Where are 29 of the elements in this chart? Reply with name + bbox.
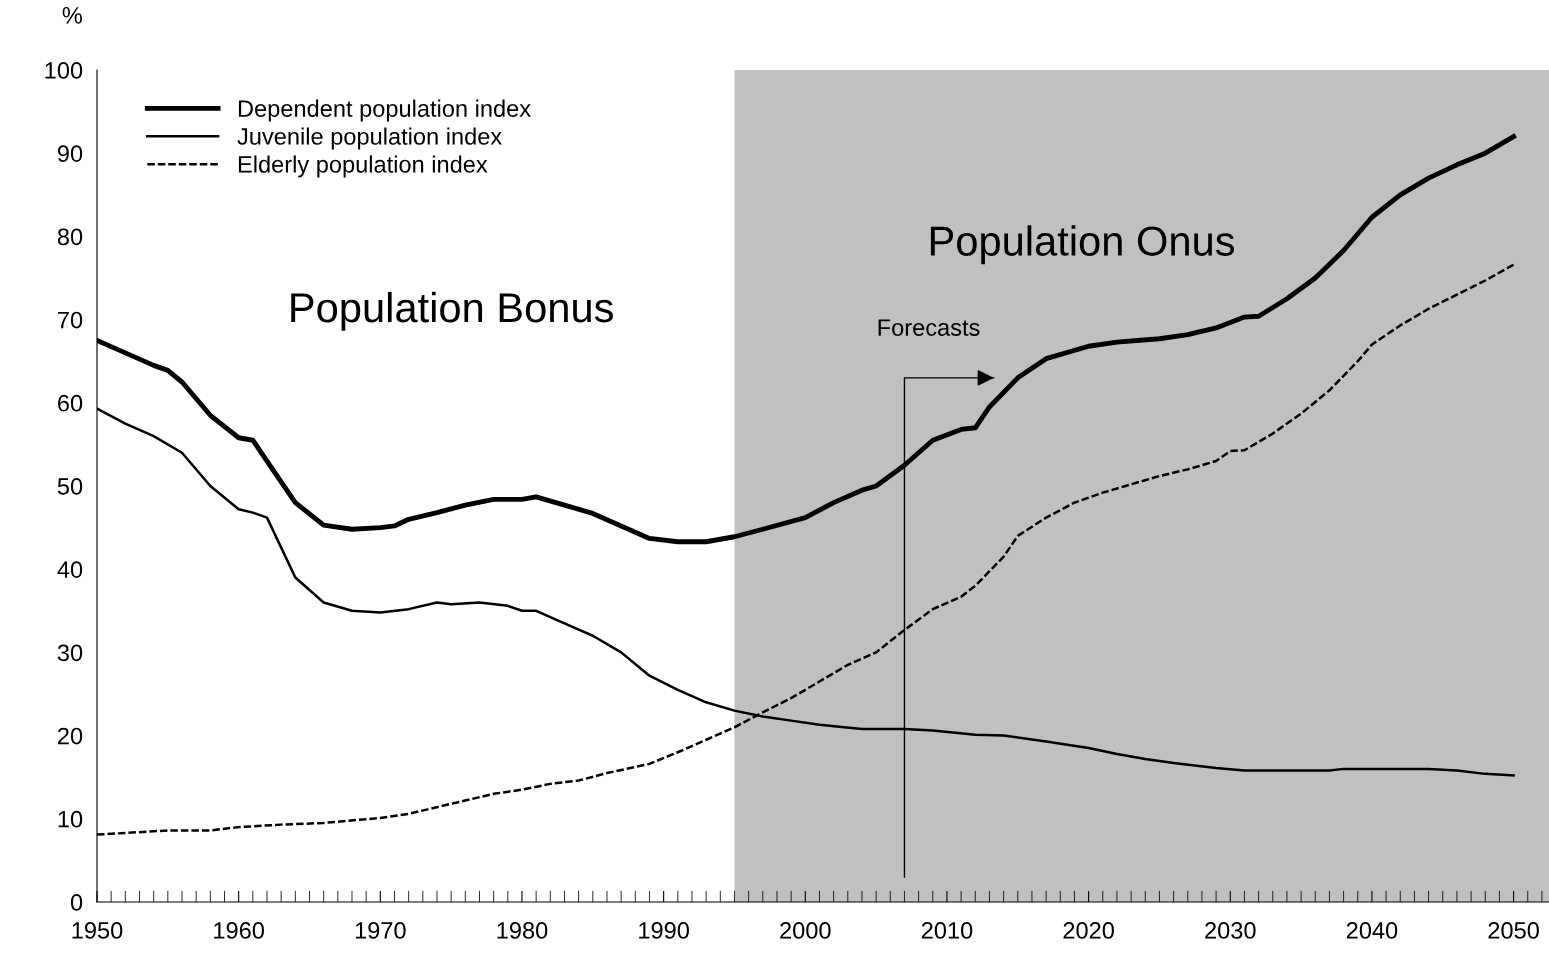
y-tick-label: 70 — [58, 311, 83, 329]
legend-label: Juvenile population index — [237, 127, 502, 150]
legend-label: Dependent population index — [238, 99, 531, 122]
x-tick-label: 2000 — [780, 922, 831, 939]
x-tick-label: 2020 — [1063, 922, 1114, 939]
y-tick-label: 50 — [57, 478, 83, 495]
annotation: Population Onus — [930, 225, 1235, 265]
y-tick-label: 60 — [58, 394, 83, 412]
x-tick-label: 2010 — [921, 922, 973, 939]
x-tick-label: 2050 — [1488, 922, 1539, 939]
y-tick-label: 80 — [57, 228, 83, 246]
x-tick-label: 1990 — [639, 922, 689, 939]
annotation: Population Bonus — [291, 291, 613, 331]
x-tick-label: 1960 — [214, 922, 264, 939]
y-tick-label: 30 — [57, 644, 83, 662]
x-tick-label: 1980 — [497, 922, 548, 939]
y-tick-label: 40 — [57, 561, 83, 578]
y-tick-label: 100 — [45, 62, 83, 79]
annotation: Forecasts — [878, 319, 980, 336]
y-tick-label: 0 — [70, 894, 83, 911]
legend-label: Elderly population index — [238, 155, 488, 178]
x-tick-label: 1950 — [72, 922, 123, 939]
y-tick-label: 10 — [58, 810, 83, 828]
y-tick-label: 90 — [57, 145, 83, 162]
y-axis-title: % — [62, 7, 82, 24]
x-tick-label: 2030 — [1205, 922, 1256, 939]
y-tick-label: 20 — [58, 727, 83, 745]
x-tick-label: 2040 — [1346, 922, 1398, 939]
x-tick-label: 1970 — [355, 922, 406, 939]
